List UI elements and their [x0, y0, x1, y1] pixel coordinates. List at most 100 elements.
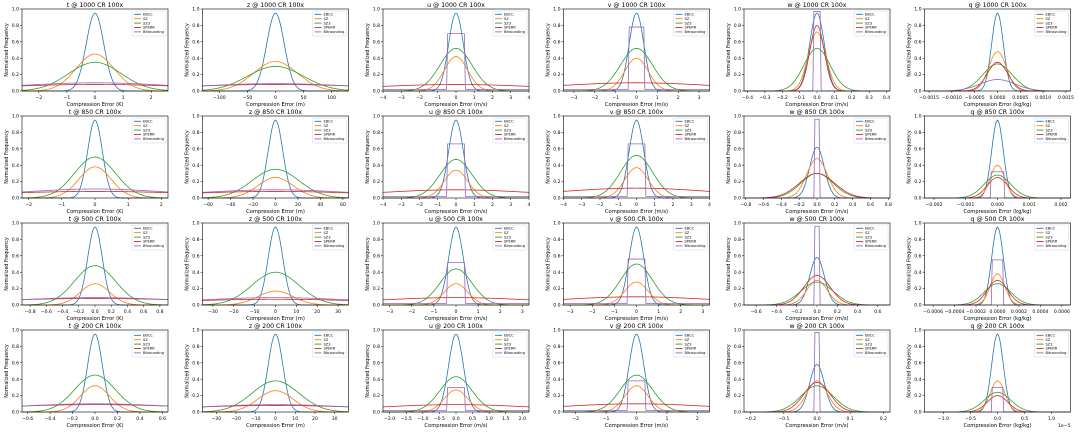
y-tick-label: 0.2: [192, 179, 199, 185]
y-tick-label: 0.2: [553, 286, 560, 292]
subplot-title: w @ 200 CR 100x: [789, 322, 844, 330]
legend-label-sperr: SPERR: [865, 347, 877, 351]
y-tick-label: 1.0: [12, 7, 19, 13]
y-tick-label: 0.6: [12, 253, 19, 259]
subplot-title: v @ 200 CR 100x: [610, 322, 664, 330]
y-tick-label: 0.6: [373, 360, 380, 366]
legend-label-sz3: SZ3: [865, 342, 872, 346]
x-tick-label: −2: [589, 309, 596, 315]
y-tick-label: 0.2: [12, 393, 19, 399]
x-tick-label: −20: [248, 202, 258, 208]
legend-box: [131, 331, 167, 358]
x-tick-label: −2: [35, 95, 42, 101]
y-tick-label: 0.4: [373, 56, 380, 62]
y-tick-label: 0.6: [734, 39, 741, 45]
x-tick-label: −0.4: [742, 95, 753, 101]
legend-box: [853, 10, 889, 37]
y-tick-label: 0.6: [192, 146, 199, 152]
legend-box: [853, 117, 889, 144]
x-axis-label: Compression Error (kg/kg): [964, 316, 1032, 322]
y-tick-label: 0.4: [373, 377, 380, 383]
y-tick-label: 0.4: [373, 270, 380, 276]
legend-label-ebcc: EBCC: [504, 120, 514, 124]
x-tick-label: 0.0: [994, 416, 1001, 422]
y-tick-label: 0.2: [553, 72, 560, 78]
legend-label-bitrounding: Bitrounding: [685, 351, 706, 355]
x-tick-label: 30: [332, 416, 338, 422]
y-tick-label: 0.8: [914, 237, 921, 243]
x-tick-label: −0.6: [41, 309, 52, 315]
x-tick-label: 2: [150, 95, 153, 101]
subplot-title: q @ 1000 CR 100x: [969, 1, 1027, 9]
x-axis-label: Compression Error (m/s): [785, 316, 848, 322]
x-axis-label: Compression Error (K): [66, 209, 123, 215]
legend-label-sperr: SPERR: [504, 133, 516, 137]
y-tick-label: 0.4: [192, 163, 199, 169]
series-line-sperr: [563, 187, 710, 192]
y-tick-label: 1.0: [553, 7, 560, 13]
y-axis-label: Normalized Frequency: [546, 237, 552, 291]
x-tick-label: −3: [571, 95, 578, 101]
y-tick-label: 0.2: [192, 286, 199, 292]
x-axis-label: Compression Error (m): [246, 209, 305, 215]
legend-label-sz: SZ: [865, 17, 870, 21]
y-tick-label: 0.4: [192, 377, 199, 383]
y-tick-label: 1.0: [12, 328, 19, 334]
y-tick-label: 0.2: [192, 72, 199, 78]
legend-label-sz3: SZ3: [685, 128, 692, 132]
x-tick-label: 0.2: [834, 309, 841, 315]
legend-label-sperr: SPERR: [143, 347, 155, 351]
legend-label-ebcc: EBCC: [865, 120, 875, 124]
x-tick-label: −30: [208, 309, 218, 315]
x-tick-label: −3: [578, 202, 585, 208]
y-tick-label: 1.0: [192, 114, 199, 120]
legend-box: [312, 224, 347, 251]
x-tick-label: 1: [122, 95, 125, 101]
subplot-title: q @ 200 CR 100x: [971, 322, 1025, 330]
y-tick-label: 0.6: [192, 253, 199, 259]
legend-label-bitrounding: Bitrounding: [324, 351, 345, 355]
series-line-sperr: [563, 82, 710, 86]
x-axis-label: Compression Error (m/s): [424, 316, 487, 322]
subplot-1: t @ 1000 CR 100x −2 −1 0 1 2 Compression Error…: [4, 1, 169, 108]
y-axis-label: Normalized Frequency: [907, 130, 913, 184]
y-tick-label: 0.8: [192, 237, 199, 243]
y-tick-label: 0.6: [192, 39, 199, 45]
y-tick-label: 1.0: [734, 114, 741, 120]
series-line-sz3: [563, 374, 710, 413]
legend-label-ebcc: EBCC: [685, 227, 695, 231]
subplot-title: z @ 850 CR 100x: [249, 108, 303, 116]
y-tick-label: 1.0: [192, 328, 199, 334]
y-tick-label: 0.2: [12, 286, 19, 292]
legend-label-sperr: SPERR: [143, 240, 155, 244]
x-tick-label: 3: [701, 309, 704, 315]
legend-label-sperr: SPERR: [1046, 133, 1058, 137]
y-tick-label: 0.8: [12, 23, 19, 29]
x-tick-label: −0.0015: [919, 95, 939, 101]
y-tick-label: 0.6: [914, 360, 921, 366]
legend-box: [492, 224, 528, 251]
x-tick-label: −1: [612, 95, 619, 101]
series-line-bitrounding: [383, 261, 529, 304]
legend-label-sz: SZ: [865, 338, 870, 342]
x-tick-label: −0.6: [22, 416, 33, 422]
legend-box: [853, 331, 889, 358]
x-axis-label: Compression Error (m/s): [785, 102, 848, 108]
x-tick-label: 0.001: [1023, 202, 1036, 208]
legend-label-bitrounding: Bitrounding: [865, 351, 886, 355]
legend-label-sperr: SPERR: [324, 133, 336, 137]
x-tick-label: 1.5: [502, 416, 509, 422]
y-tick-label: 0.4: [734, 377, 741, 383]
y-tick-label: 1.0: [192, 7, 199, 13]
y-tick-label: 1.0: [373, 7, 380, 13]
x-tick-label: −1: [615, 202, 622, 208]
y-axis-label: Normalized Frequency: [546, 344, 552, 398]
x-tick-label: 1: [477, 309, 480, 315]
y-tick-label: 1.0: [914, 221, 921, 227]
legend-label-sperr: SPERR: [685, 133, 697, 137]
